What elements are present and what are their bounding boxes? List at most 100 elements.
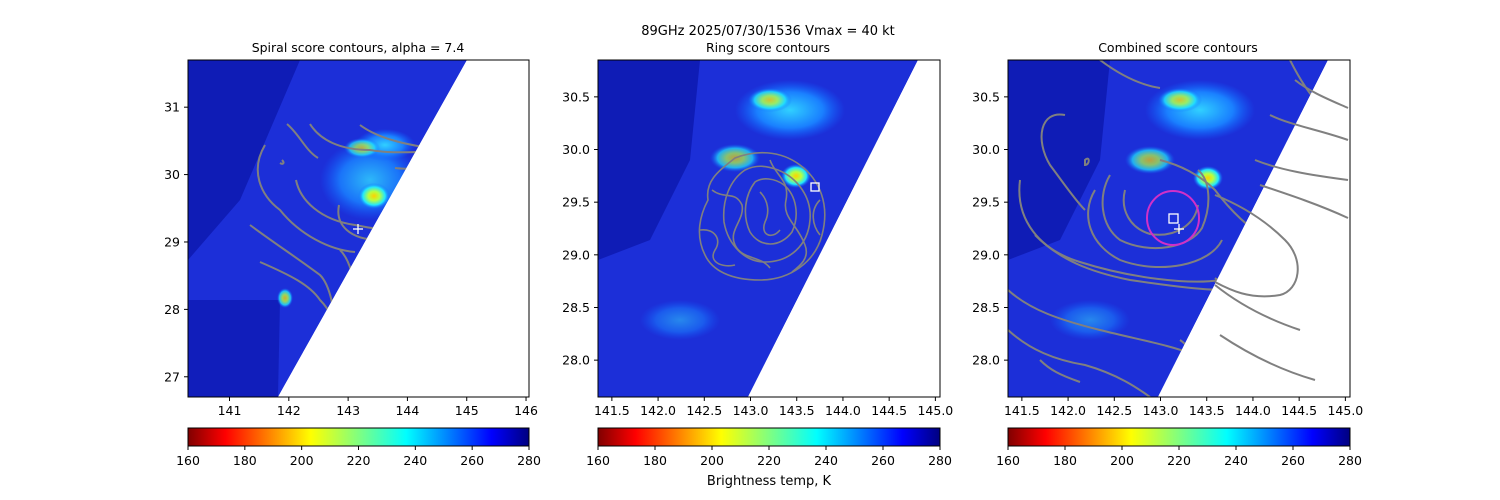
colorbar-tick-label: 160 [176, 453, 200, 468]
y-tick-label: 28.5 [562, 300, 590, 315]
y-tick-label: 28.0 [562, 353, 590, 368]
axes-frame [187, 59, 530, 398]
y-tick-label: 29.0 [562, 247, 590, 262]
x-tick-label: 144 [395, 403, 419, 418]
figure-suptitle: 89GHz 2025/07/30/1536 Vmax = 40 kt [641, 24, 895, 39]
cold-region [598, 60, 700, 260]
x-tick-label: 143.5 [779, 403, 815, 418]
x-tick-label: 144.5 [1281, 403, 1317, 418]
data-field [1008, 60, 1328, 397]
plus-marker [353, 224, 363, 234]
colorbar-ticks: 160 180 200 220 240 260 280 [586, 446, 952, 468]
colorbar-gradient [597, 427, 941, 447]
axes-frame [597, 59, 941, 398]
cold-region [188, 60, 300, 260]
y-tick-label: 30.0 [972, 142, 1000, 157]
cold-region [188, 300, 280, 397]
y-tick-label: 29 [164, 234, 180, 249]
y-tick-label: 27 [164, 369, 180, 384]
y-tick-label: 30.0 [562, 142, 590, 157]
colorbar-tick-label: 280 [1338, 453, 1362, 468]
colorbar-tick-label: 180 [233, 453, 257, 468]
x-tick-label: 141 [218, 403, 242, 418]
colorbar-label: Brightness temp, K [707, 474, 832, 489]
score-contours [698, 151, 826, 281]
y-tick-label: 29.0 [972, 247, 1000, 262]
colorbar-3: 160 180 200 220 240 260 280 [996, 427, 1362, 468]
panel-spiral: Spiral score contours, alpha = 7.4 [164, 40, 538, 418]
warm-spot [358, 183, 390, 209]
plus-marker [1174, 224, 1184, 234]
axes-frame [1007, 59, 1351, 398]
colorbar-tick-label: 200 [1110, 453, 1134, 468]
y-tick-label: 29.5 [972, 195, 1000, 210]
colorbar-ticks: 160 180 200 220 240 260 280 [176, 446, 541, 468]
colorbar-tick-label: 220 [347, 453, 371, 468]
y-tick-label: 28.5 [972, 300, 1000, 315]
colorbar-tick-label: 220 [757, 453, 781, 468]
x-tick-label: 146 [514, 403, 538, 418]
warm-spot [781, 164, 811, 188]
moist-band [640, 300, 720, 340]
no-data-region [1158, 60, 1350, 397]
warm-spot [344, 138, 380, 158]
cold-region [1008, 60, 1110, 260]
moist-band [735, 80, 845, 140]
x-tick-label: 142.5 [1096, 403, 1132, 418]
colorbar-tick-label: 240 [814, 453, 838, 468]
colorbar-tick-label: 240 [1224, 453, 1248, 468]
panel-title: Ring score contours [706, 40, 830, 55]
ring-circle [1146, 190, 1200, 246]
x-tick-label: 142 [277, 403, 301, 418]
colorbar-tick-label: 180 [643, 453, 667, 468]
x-tick-label: 142.0 [1050, 403, 1086, 418]
axis-ticks: 141.5 142.0 142.5 143.0 143.5 144.0 144.5 145.0… [562, 89, 953, 418]
x-tick-label: 145.0 [1327, 403, 1363, 418]
x-tick-label: 144.0 [825, 403, 861, 418]
warm-spot [277, 288, 293, 308]
x-tick-label: 144.5 [871, 403, 907, 418]
colorbar-tick-label: 200 [290, 453, 314, 468]
x-tick-label: 142.0 [640, 403, 676, 418]
x-tick-label: 145 [455, 403, 479, 418]
colorbar-tick-label: 240 [403, 453, 427, 468]
colorbar-gradient [187, 427, 530, 447]
colorbar-tick-label: 220 [1167, 453, 1191, 468]
y-tick-label: 30.5 [972, 89, 1000, 104]
axis-ticks: 141.5 142.0 142.5 143.0 143.5 144.0 144.5 145.0… [972, 89, 1363, 418]
colorbar-ticks: 160 180 200 220 240 260 280 [996, 446, 1362, 468]
x-tick-label: 142.5 [686, 403, 722, 418]
data-field [598, 60, 918, 397]
colorbar-tick-label: 280 [928, 453, 952, 468]
x-tick-label: 141.5 [1004, 403, 1040, 418]
colorbar-tick-label: 260 [460, 453, 484, 468]
colorbar-2: 160 180 200 220 240 260 280 Brightness temp, K [586, 427, 952, 489]
colorbar-gradient [1007, 427, 1351, 447]
warm-spot [1125, 146, 1175, 174]
y-tick-label: 30 [164, 167, 180, 182]
y-tick-label: 30.5 [562, 89, 590, 104]
panel-ring: Ring score contours 141.5 142.0 1 [562, 40, 953, 418]
y-tick-label: 31 [164, 100, 180, 115]
x-tick-label: 141.5 [594, 403, 630, 418]
colorbar-1: 160 180 200 220 240 260 280 [176, 427, 541, 468]
x-tick-label: 143.5 [1189, 403, 1225, 418]
panel-title: Combined score contours [1098, 40, 1258, 55]
no-data-region [278, 60, 529, 397]
y-tick-label: 29.5 [562, 195, 590, 210]
panel-title: Spiral score contours, alpha = 7.4 [252, 40, 465, 55]
axis-ticks: 141 142 143 144 145 146 27 28 29 30 31 [164, 100, 538, 418]
x-tick-label: 143.0 [1143, 403, 1179, 418]
colorbar-tick-label: 200 [700, 453, 724, 468]
x-tick-label: 143 [336, 403, 360, 418]
panel-combined: Combined score contours [972, 40, 1363, 418]
score-contours [1214, 79, 1349, 381]
warm-spot [748, 88, 792, 112]
colorbar-tick-label: 280 [517, 453, 541, 468]
square-marker [810, 182, 820, 192]
x-tick-label: 143.0 [733, 403, 769, 418]
colorbar-tick-label: 180 [1053, 453, 1077, 468]
colorbar-tick-label: 160 [996, 453, 1020, 468]
y-tick-label: 28.0 [972, 353, 1000, 368]
